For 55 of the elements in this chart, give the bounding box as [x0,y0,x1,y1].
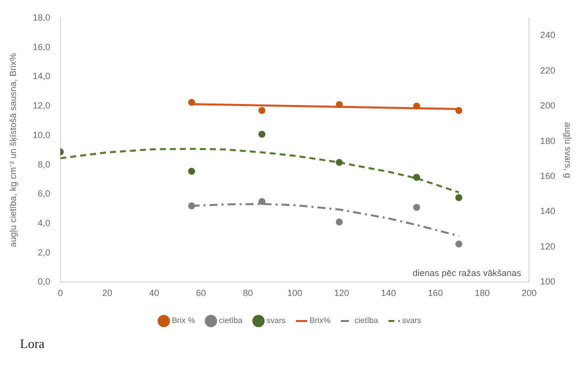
y2-tick-label: 100 [540,276,556,287]
x-tick-label: 20 [102,288,112,298]
x-tick-label: 60 [196,288,206,298]
legend-label: svars [402,316,422,326]
x-tick-label: 0 [58,288,63,298]
legend-label: cietība [218,316,244,326]
x-tick-label: 40 [149,288,160,298]
y2-tick-label: 160 [540,171,556,182]
x-tick-label: 160 [428,288,443,298]
y-tick-label: 14,0 [32,71,50,82]
text: Lora [20,336,45,352]
point [413,102,420,110]
legend-label: Brix% [310,316,330,326]
x-tick-label: 100 [287,288,302,298]
line-series [60,148,460,194]
point [336,158,343,166]
point [258,198,266,205]
point [336,101,343,108]
point [455,240,462,248]
point [336,218,343,226]
y-tick-label: 4,0 [38,218,50,228]
y-tick-label: 2,0 [38,247,50,258]
point [188,202,196,210]
y2-tick-label: 140 [540,206,556,216]
legend-label: svars [266,316,286,326]
point [188,168,196,175]
x-axis-title: dienas pēc ražas vākšanas [412,268,522,278]
y2-tick-label: 240 [540,30,556,40]
point [258,130,266,138]
y2-axis-title: augļu svars, g [563,122,574,178]
y-tick-label: 6,0 [38,188,50,199]
y-tick-label: 10,0 [32,130,50,140]
y2-tick-label: 200 [540,100,556,111]
x-tick-label: 200 [522,288,537,298]
point [455,106,462,114]
y-tick-label: 12,0 [32,100,50,111]
y2-tick-label: 120 [540,241,556,252]
y-axis-title: augļu cietība, kg cm⁻² un šķīstošā sausna, Brix% [8,53,18,248]
point [455,194,462,202]
point [413,204,420,211]
y-tick-label: 8,0 [38,159,50,170]
y2-tick-label: 180 [540,136,556,146]
y-tick-label: 16,0 [32,42,50,52]
x-tick-label: 140 [381,288,396,298]
point [188,98,196,106]
legend-label: Brix % [172,316,195,326]
point [258,106,266,114]
point [413,174,420,181]
y-tick-label: 0,0 [38,276,50,287]
x-tick-label: 180 [474,288,490,298]
x-tick-label: 80 [242,288,253,298]
x-tick-label: 120 [334,288,350,298]
y-tick-label: 18,0 [32,12,50,22]
legend-label: cietība [354,316,379,326]
y2-tick-label: 220 [540,65,556,76]
